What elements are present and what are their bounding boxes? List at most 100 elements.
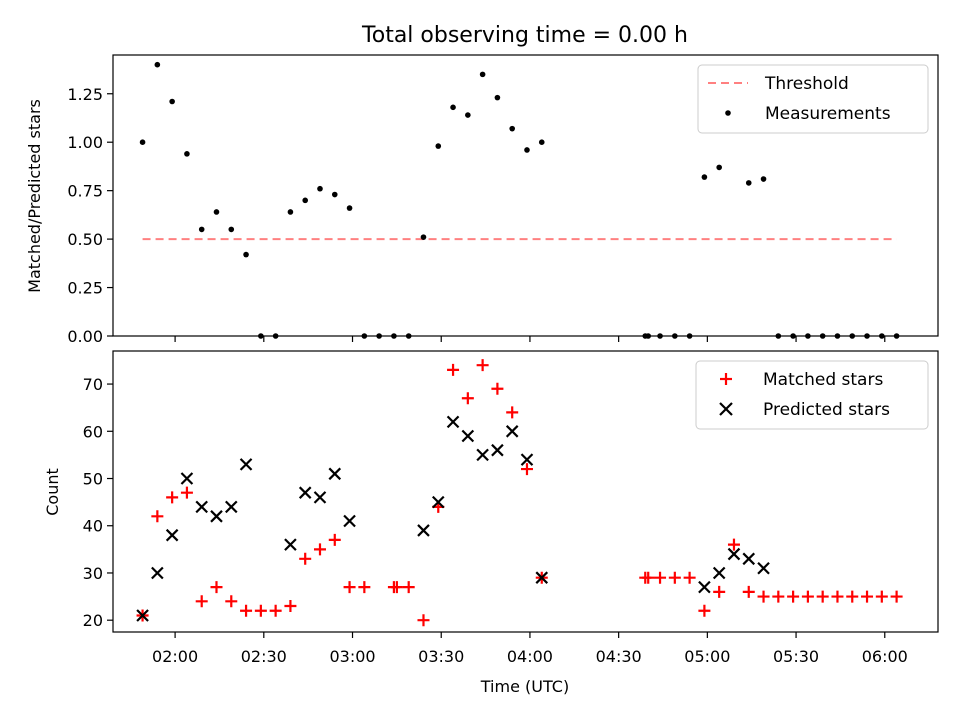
matched-star-point [831,590,844,603]
measurement-point [169,98,175,105]
measurement-point [760,176,767,182]
predicted-legend-swatch [719,402,733,416]
matched-star-point [269,604,282,617]
measurements-legend-label: Measurements [765,104,891,124]
bottom-y-tick-label: 60 [83,422,103,441]
threshold-legend-label: Threshold [764,74,849,94]
matched-star-point [875,590,888,603]
matched-star-point [668,571,681,584]
matched-legend-swatch [720,373,732,385]
matched-legend-label: Matched stars [763,370,883,390]
matched-star-point [491,382,504,395]
top-y-tick-label: 1.25 [67,85,103,104]
measurement-point [465,112,471,118]
top-y-tick-label: 0.50 [67,230,103,249]
predicted-star-point [136,609,149,622]
matched-star-point [225,595,238,608]
matched-star-point [861,590,874,603]
x-tick-label: 04:30 [596,647,642,666]
x-tick-label: 02:30 [241,647,287,666]
matched-star-point [240,604,253,617]
predicted-star-point [328,467,342,481]
matched-star-point [254,604,267,617]
bottom-y-tick-label: 40 [83,517,103,536]
top-panel: 0.00 0.25 0.50 0.75 1.00 1.25 Matched/Predict… [25,54,939,346]
top-axes-frame [112,54,939,337]
measurement-point [538,139,545,146]
matched-star-point [742,585,755,598]
predicted-star-point [284,538,297,551]
bottom-legend: Matched stars Predicted stars [695,360,929,430]
predicted-star-point [520,453,534,466]
predicted-star-point [461,429,475,443]
top-x-ticks [174,336,886,342]
measurement-point [701,174,708,180]
predicted-stars-points [136,415,770,622]
measurement-point [184,151,190,157]
matched-star-point [654,571,667,584]
measurement-point [317,185,323,192]
matched-star-point [683,571,696,584]
matched-star-point [772,590,785,603]
predicted-star-point [343,514,356,528]
matched-star-point [890,590,903,603]
matched-star-point [390,581,403,594]
measurement-point [139,139,146,146]
x-tick-label: 05:00 [684,647,730,666]
matched-star-point [506,406,519,419]
matched-star-point [727,538,740,551]
bottom-x-ticks: 02:00 02:30 03:00 03:30 04:00 04:30 05:00 05:30… [152,632,908,666]
matched-star-point [402,581,415,594]
matched-star-point [447,363,460,376]
bottom-panel: 20 30 40 50 60 70 02:00 02:30 03:00 03:30 04:00 04… [43,350,939,696]
matched-star-point [313,543,326,556]
matched-star-point [299,552,312,565]
matched-star-point [757,590,770,603]
predicted-star-point [195,500,208,514]
measurement-point [524,147,530,153]
predicted-star-point [757,561,770,575]
top-y-tick-label: 1.00 [67,133,103,152]
predicted-star-point [165,528,179,542]
measurement-point [198,226,205,233]
measurement-point [213,209,220,215]
matched-stars-points [136,359,903,627]
predicted-star-point [239,458,253,471]
matched-star-point [642,571,655,584]
bottom-y-tick-label: 30 [83,564,103,583]
predicted-legend-label: Predicted stars [763,400,890,420]
measurement-point [494,94,501,101]
matched-star-point [846,590,859,603]
measurement-point [479,71,486,78]
matched-star-point [713,585,726,598]
matched-star-point [801,590,814,603]
measurement-point [331,191,338,198]
top-legend-box [697,64,929,134]
predicted-star-point [417,524,430,537]
measurement-point [450,104,456,111]
matched-star-point [284,600,297,613]
matched-star-point [461,392,474,405]
matched-star-point [151,510,164,523]
matched-star-point [816,590,829,603]
measurement-point [346,205,353,211]
predicted-star-point [505,425,519,438]
predicted-star-point [313,491,327,504]
measurement-point [243,251,249,258]
x-tick-label: 06:00 [862,647,908,666]
predicted-star-point [151,566,164,580]
predicted-star-point [298,486,312,499]
predicted-star-point [535,571,549,584]
bottom-y-ticks: 20 30 40 50 60 70 [83,375,113,630]
predicted-star-point [431,495,445,509]
matched-star-point [476,359,489,372]
bottom-y-axis-label: Count [43,468,62,516]
measurement-point [435,143,442,149]
matched-star-point [210,581,223,594]
x-tick-label: 04:00 [507,647,553,666]
measurements-legend-swatch [725,110,731,116]
x-axis-label: Time (UTC) [480,677,569,696]
predicted-star-point [727,547,741,561]
matched-star-point [195,595,208,608]
